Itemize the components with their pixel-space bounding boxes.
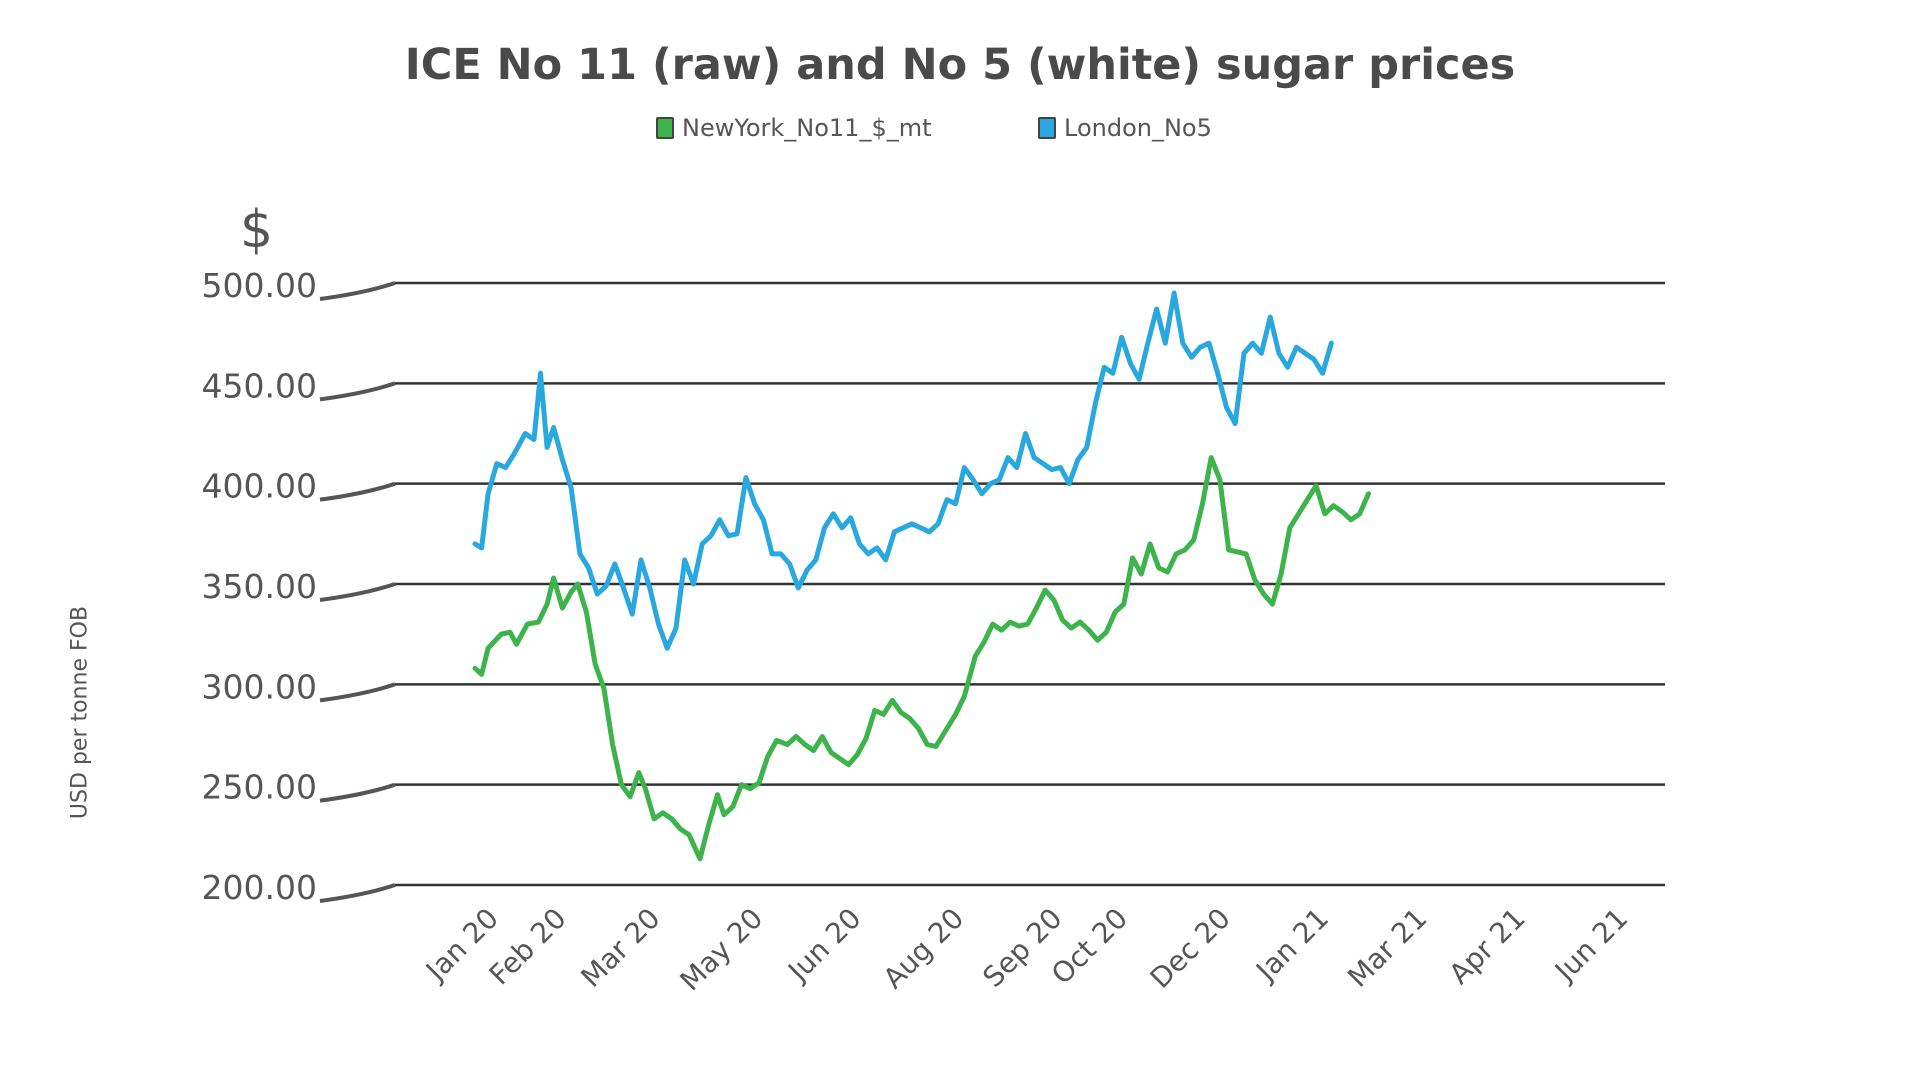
gridlines [395,281,1665,887]
y-tick-mark [319,682,396,703]
x-tick-label: Apr 21 [1443,902,1532,991]
legend-swatch-blue [1038,117,1056,139]
chart-title: ICE No 11 (raw) and No 5 (white) sugar p… [404,40,1516,90]
y-tick-label: 450.00 [202,366,317,405]
y-tick-mark [319,582,396,602]
legend-item-newyork: NewYork_No11_$_mt [656,114,932,142]
x-tick-label: Jun 21 [1547,902,1634,989]
y-tick-label: 350.00 [202,567,317,606]
x-tick-label: Sep 20 [976,902,1068,994]
legend-item-london: London_No5 [1038,114,1212,142]
y-tick-mark [319,281,396,301]
legend-label-london: London_No5 [1064,114,1212,142]
y-tick-mark [319,381,396,402]
series-lines [472,290,1371,862]
x-tick-label: Jan 21 [1248,902,1335,989]
x-tick-label: May 20 [674,902,770,998]
y-tick-mark [319,481,396,502]
legend: NewYork_No11_$_mt London_No5 [0,114,1920,148]
y-tick-label: 200.00 [202,868,317,907]
x-tick-label: Mar 20 [574,902,666,994]
unit-symbol: $ [240,200,274,260]
y-tick-mark [319,782,396,803]
y-tick-label: 300.00 [202,667,317,706]
x-tick-label: Feb 20 [483,902,573,992]
legend-swatch-green [656,117,674,139]
series-line-newyork [472,455,1371,862]
y-axis-ticks: 500.00 450.00 400.00 350.00 300.00 250.00 200.… [202,266,396,907]
y-tick-label: 500.00 [202,266,317,305]
x-tick-label: Dec 20 [1144,902,1237,995]
x-tick-label: Aug 20 [877,902,970,995]
y-tick-mark [319,883,396,903]
x-tick-label: Mar 21 [1341,902,1433,994]
x-tick-label: Jun 20 [780,902,867,989]
y-tick-label: 250.00 [202,768,317,807]
series-line-london [472,290,1334,651]
legend-label-newyork: NewYork_No11_$_mt [682,114,932,142]
y-tick-label: 400.00 [202,467,317,506]
